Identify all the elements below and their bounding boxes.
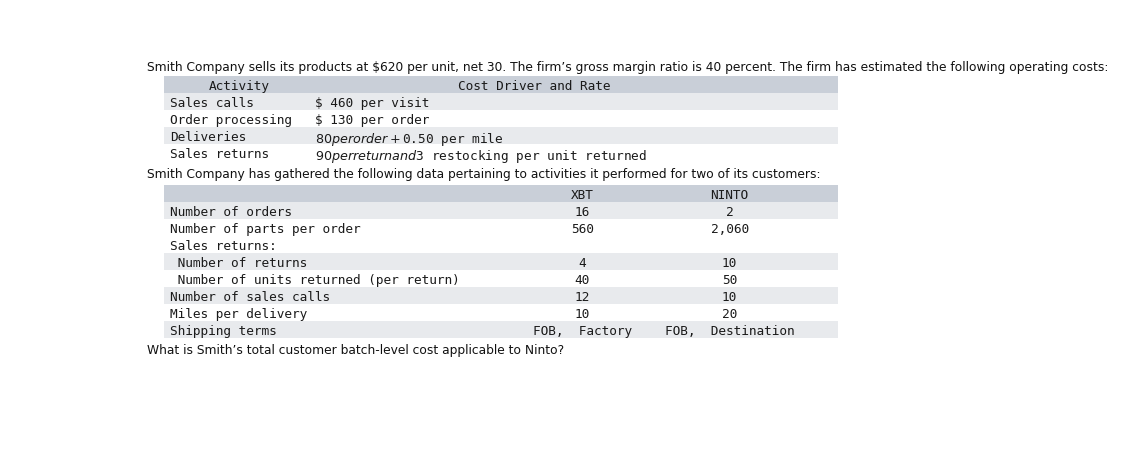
Text: Number of units returned (per return): Number of units returned (per return) <box>170 274 460 287</box>
Text: Smith Company has gathered the following data pertaining to activities it perfor: Smith Company has gathered the following… <box>147 169 820 182</box>
Bar <box>164 270 838 287</box>
Text: Number of orders: Number of orders <box>170 206 292 219</box>
Bar <box>164 127 838 144</box>
Bar <box>164 321 838 338</box>
Bar <box>164 253 838 270</box>
Bar <box>164 185 838 202</box>
Bar <box>164 304 838 321</box>
Bar <box>164 202 838 219</box>
Text: FOB,  Destination: FOB, Destination <box>665 325 794 338</box>
Text: Miles per delivery: Miles per delivery <box>170 308 307 321</box>
Bar <box>164 219 838 236</box>
Text: Number of parts per order: Number of parts per order <box>170 223 361 236</box>
Text: Number of returns: Number of returns <box>170 257 307 270</box>
Text: 2: 2 <box>726 206 734 219</box>
Text: Order processing: Order processing <box>170 114 292 127</box>
Text: 560: 560 <box>572 223 594 236</box>
Text: 10: 10 <box>722 291 737 304</box>
Text: Sales returns: Sales returns <box>170 148 269 161</box>
Text: 12: 12 <box>575 291 590 304</box>
Text: Cost Driver and Rate: Cost Driver and Rate <box>458 80 611 93</box>
Text: 10: 10 <box>722 257 737 270</box>
Text: $ 80 per order + $0.50 per mile: $ 80 per order + $0.50 per mile <box>315 131 503 148</box>
Bar <box>164 236 838 253</box>
Bar <box>164 287 838 304</box>
Text: 40: 40 <box>575 274 590 287</box>
Text: FOB,  Factory: FOB, Factory <box>533 325 632 338</box>
Text: Activity: Activity <box>209 80 270 93</box>
Bar <box>164 110 838 127</box>
Text: $ 460 per visit: $ 460 per visit <box>315 97 430 110</box>
Text: What is Smith’s total customer batch-level cost applicable to Ninto?: What is Smith’s total customer batch-lev… <box>147 344 564 357</box>
Text: Shipping terms: Shipping terms <box>170 325 277 338</box>
Text: 10: 10 <box>575 308 590 321</box>
Bar <box>164 76 838 93</box>
Text: Deliveries: Deliveries <box>170 131 246 144</box>
Text: Number of sales calls: Number of sales calls <box>170 291 331 304</box>
Text: 2,060: 2,060 <box>711 223 749 236</box>
Text: $ 90 per return and $3 restocking per unit returned: $ 90 per return and $3 restocking per un… <box>315 148 647 165</box>
Text: $ 130 per order: $ 130 per order <box>315 114 430 127</box>
Text: Sales returns:: Sales returns: <box>170 240 277 253</box>
Text: 20: 20 <box>722 308 737 321</box>
Bar <box>164 144 838 161</box>
Bar <box>164 93 838 110</box>
Text: Smith Company sells its products at $620 per unit, net 30. The firm’s gross marg: Smith Company sells its products at $620… <box>147 61 1108 74</box>
Text: 50: 50 <box>722 274 737 287</box>
Text: NINTO: NINTO <box>711 189 749 202</box>
Text: XBT: XBT <box>572 189 594 202</box>
Text: Sales calls: Sales calls <box>170 97 254 110</box>
Text: 4: 4 <box>578 257 586 270</box>
Text: 16: 16 <box>575 206 590 219</box>
